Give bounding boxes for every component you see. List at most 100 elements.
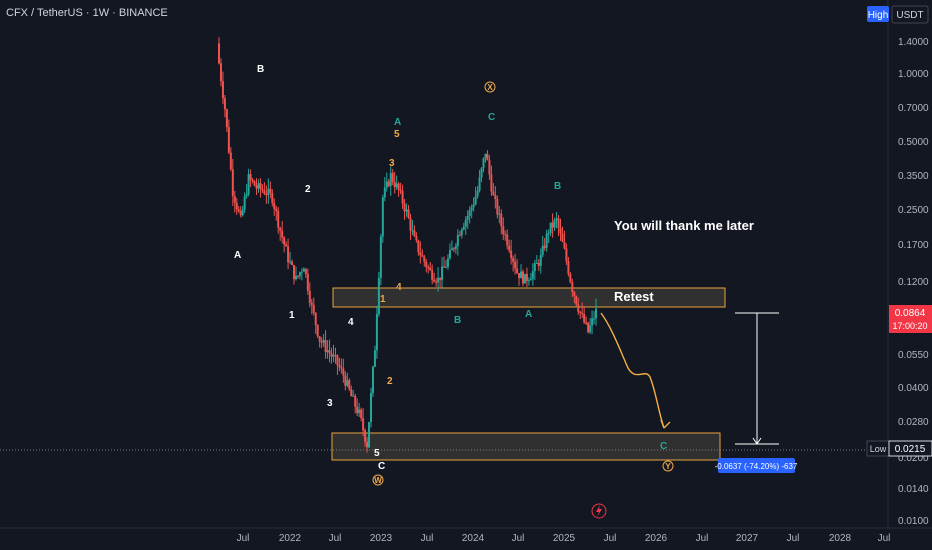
wave-label-circled: X bbox=[487, 83, 493, 92]
candle-body bbox=[294, 275, 297, 280]
candle-body bbox=[525, 273, 528, 281]
candles[interactable] bbox=[218, 37, 598, 453]
headline-annotation: You will thank me later bbox=[614, 218, 754, 233]
candle-body bbox=[478, 177, 481, 191]
candle-body bbox=[468, 210, 471, 217]
circled-x-ring bbox=[484, 81, 496, 93]
retest-annotation: Retest bbox=[614, 289, 654, 304]
candle-body bbox=[403, 203, 406, 212]
candle-body bbox=[494, 195, 497, 200]
candle-body bbox=[407, 209, 410, 219]
candle-body bbox=[575, 296, 578, 305]
wave-label: A bbox=[394, 117, 401, 128]
candle-body bbox=[539, 254, 542, 266]
resistance-zone[interactable] bbox=[332, 287, 726, 308]
candle-body bbox=[427, 267, 430, 269]
candle-body bbox=[405, 209, 408, 212]
candle-body bbox=[512, 258, 515, 262]
time-tick: 2028 bbox=[829, 533, 852, 544]
candle-body bbox=[399, 189, 402, 191]
candle-body bbox=[287, 246, 290, 263]
wave-label: C bbox=[488, 112, 495, 123]
candle-body bbox=[227, 127, 230, 153]
projection-path bbox=[600, 312, 665, 429]
candle-body bbox=[306, 273, 309, 291]
candle-body bbox=[439, 277, 442, 280]
candle-body bbox=[567, 261, 570, 275]
time-ticks: Jul 2022 Jul 2023 Jul 2024 Jul 2025 Jul … bbox=[237, 533, 891, 544]
candle-body bbox=[352, 395, 355, 397]
candle-body bbox=[472, 204, 475, 208]
candle-body bbox=[549, 222, 552, 233]
candle-body bbox=[415, 236, 418, 241]
candle-body bbox=[391, 173, 394, 183]
projection-arrowhead bbox=[660, 419, 671, 429]
candle-body bbox=[312, 304, 315, 313]
current-price-countdown: 17:00:20 bbox=[892, 321, 927, 331]
candle-body bbox=[385, 181, 388, 188]
candle-body bbox=[448, 250, 451, 259]
candle-body bbox=[275, 208, 278, 211]
candle-body bbox=[356, 406, 359, 414]
candle-body bbox=[571, 282, 574, 293]
candle-body bbox=[271, 192, 274, 204]
candle-body bbox=[285, 244, 288, 247]
wave-label-circled: W bbox=[374, 476, 382, 485]
candle-body bbox=[589, 325, 592, 333]
candle-body bbox=[314, 312, 317, 326]
time-tick: 2022 bbox=[279, 533, 302, 544]
candle-body bbox=[510, 250, 513, 259]
candle-body bbox=[296, 275, 299, 277]
candle-body bbox=[411, 230, 414, 232]
price-tick: 1.4000 bbox=[898, 37, 929, 48]
candle-body bbox=[348, 380, 351, 390]
candle-body bbox=[458, 235, 461, 237]
candle-body bbox=[413, 230, 416, 237]
wave-label: A bbox=[525, 309, 532, 320]
candle-body bbox=[291, 261, 294, 266]
candle-body bbox=[506, 234, 509, 246]
candle-body bbox=[520, 271, 523, 279]
candle-body bbox=[464, 219, 467, 227]
price-tick: 0.0400 bbox=[898, 383, 929, 394]
candle-body bbox=[417, 240, 420, 253]
candle-body bbox=[577, 304, 580, 312]
candle-body bbox=[221, 81, 224, 99]
price-tick: 0.7000 bbox=[898, 103, 929, 114]
target-zone[interactable] bbox=[331, 432, 721, 461]
candle-body bbox=[255, 185, 258, 189]
candle-body bbox=[219, 63, 222, 82]
wave-label: 4 bbox=[348, 317, 354, 328]
candle-body bbox=[316, 325, 319, 337]
wave-label: 3 bbox=[389, 158, 395, 169]
candle-body bbox=[322, 340, 325, 343]
currency-button[interactable] bbox=[891, 5, 929, 24]
measure-label: -0.0637 (-74.20%) -637 bbox=[715, 462, 798, 471]
candle-body bbox=[529, 278, 532, 281]
wave-label: B bbox=[554, 181, 561, 192]
current-price-tag[interactable] bbox=[889, 305, 932, 333]
candle-body bbox=[563, 241, 566, 249]
candle-body bbox=[362, 418, 365, 431]
candle-body bbox=[302, 268, 305, 272]
candle-body bbox=[269, 188, 272, 193]
measure-label-box[interactable] bbox=[718, 458, 795, 473]
lightning-icon[interactable] bbox=[591, 503, 607, 519]
wave-label: 1 bbox=[289, 310, 295, 321]
candle-body bbox=[409, 218, 412, 231]
price-axis-panel[interactable] bbox=[888, 0, 932, 550]
candle-body bbox=[277, 210, 280, 228]
candle-body bbox=[342, 368, 345, 376]
high-button[interactable] bbox=[867, 6, 889, 22]
candle-body bbox=[375, 313, 378, 351]
candle-body bbox=[462, 226, 465, 230]
candle-body bbox=[393, 182, 396, 188]
candle-body bbox=[573, 292, 576, 297]
wave-label: 2 bbox=[305, 184, 311, 195]
wave-label: C bbox=[378, 461, 385, 472]
candle-body bbox=[492, 191, 495, 196]
candle-body bbox=[521, 271, 524, 284]
candle-body bbox=[377, 277, 380, 314]
candle-body bbox=[318, 336, 321, 342]
